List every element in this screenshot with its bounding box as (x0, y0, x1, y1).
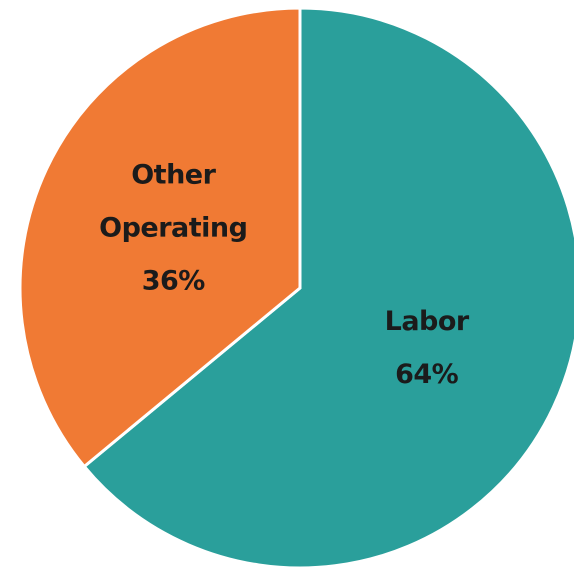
pie-slice (18, 6, 302, 469)
category-label: Other Operating (99, 159, 248, 244)
slice-label: Labor 64% (342, 295, 512, 401)
slice-label: Other Operating 36% (88, 149, 258, 308)
pie-slice (82, 6, 574, 568)
value-label: 64% (395, 358, 459, 390)
category-label: Labor (384, 305, 470, 337)
value-label: 36% (141, 265, 206, 297)
